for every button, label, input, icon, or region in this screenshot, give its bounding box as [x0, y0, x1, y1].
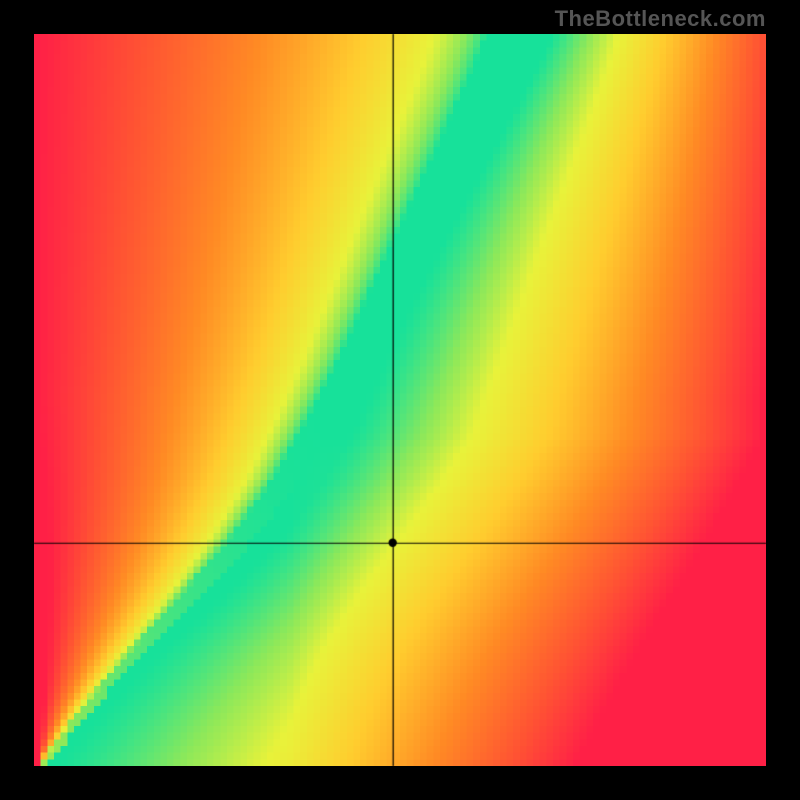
watermark-text: TheBottleneck.com: [555, 6, 766, 32]
heatmap-canvas: [34, 34, 766, 766]
chart-container: TheBottleneck.com: [0, 0, 800, 800]
